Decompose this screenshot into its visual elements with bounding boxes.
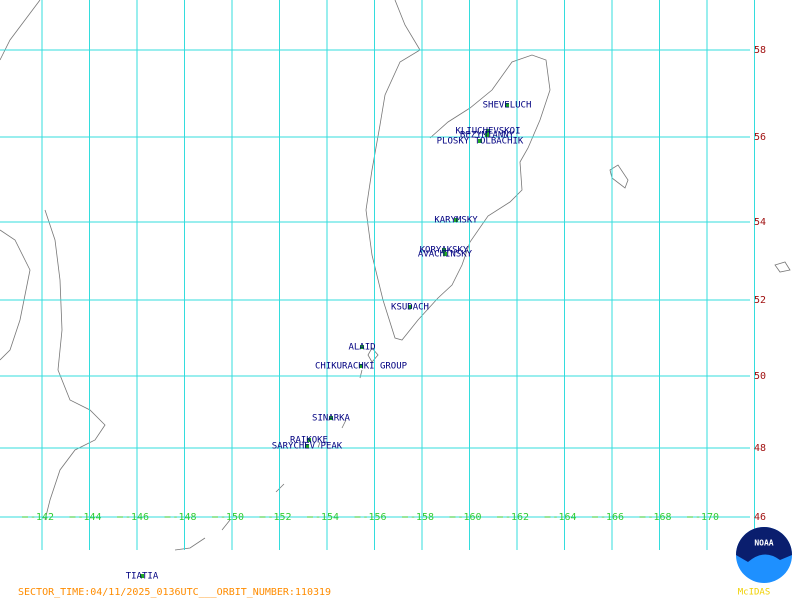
longitude-label: -158 (410, 512, 434, 523)
longitude-label: -164 (552, 512, 576, 523)
volcano-label: SARYCHEV PEAK (272, 442, 343, 452)
longitude-label: -154 (315, 512, 339, 523)
volcano-label: SHEVELUCH (483, 101, 532, 111)
logo-text: NOAA (754, 539, 773, 548)
sector-info: SECTOR_TIME:04/11/2025_0136UTC___ORBIT_N… (18, 587, 331, 598)
latitude-label: 46 (754, 512, 766, 523)
longitude-label: -142 (30, 512, 54, 523)
noaa-logo: NOAA (736, 527, 792, 583)
volcano-label: KARYMSKY (434, 216, 478, 226)
longitude-label: -146 (125, 512, 149, 523)
longitude-label: -160 (457, 512, 481, 523)
labels: 58 56 54 52 50 48 46 -142 -144 -146 -148 -150 -152 -1… (22, 45, 766, 582)
longitude-label: -170 (695, 512, 719, 523)
volcano-marker (408, 305, 412, 309)
logo-top (736, 527, 792, 562)
longitude-label: -156 (362, 512, 386, 523)
coastlines (0, 0, 791, 551)
volcano-marker (485, 133, 489, 137)
graticule (0, 0, 755, 550)
volcano-label: BEZYMIANNY (460, 131, 515, 141)
software-label: McIDAS (738, 588, 771, 598)
latitude-label: 50 (754, 371, 766, 382)
volcano-label: SINARKA (312, 414, 351, 424)
volcano-marker (140, 574, 144, 578)
volcano-label: KORYAKSKY (420, 246, 469, 256)
volcano-label: ALAID (348, 343, 375, 353)
volcano-label: AVACHINSKY (418, 250, 473, 260)
volcano-marker (305, 444, 309, 448)
volcano-marker (360, 345, 364, 349)
volcano-label: RAIKOKE (290, 436, 328, 446)
longitude-label: -152 (267, 512, 291, 523)
longitude-label: -144 (77, 512, 101, 523)
volcano-label: CHIKURACHKI GROUP (315, 362, 408, 372)
longitude-label: -162 (505, 512, 529, 523)
volcano-marker (442, 248, 446, 252)
latitude-label: 54 (754, 217, 766, 228)
volcano-marker (329, 416, 333, 420)
volcano-marker (505, 103, 509, 107)
volcano-marker (443, 252, 447, 256)
volcano-label: KLIUCHEVSKOI (455, 127, 520, 137)
volcano-label: PLOSKY TOLBACHIK (437, 137, 524, 147)
volcano-marker (478, 139, 482, 143)
latitude-label: 48 (754, 443, 766, 454)
volcano-marker (454, 218, 458, 222)
latitude-label: 52 (754, 295, 766, 306)
volcano-marker (486, 129, 490, 133)
volcano-label: TIATIA (126, 572, 159, 582)
volcano-marker (307, 438, 311, 442)
volcano-label: KSUDACH (391, 303, 429, 313)
latitude-label: 56 (754, 132, 766, 143)
latitude-label: 58 (754, 45, 766, 56)
longitude-label: -148 (172, 512, 196, 523)
longitude-label: -150 (220, 512, 244, 523)
volcano-marker (359, 364, 363, 368)
longitude-label: -168 (647, 512, 671, 523)
longitude-label: -166 (600, 512, 624, 523)
